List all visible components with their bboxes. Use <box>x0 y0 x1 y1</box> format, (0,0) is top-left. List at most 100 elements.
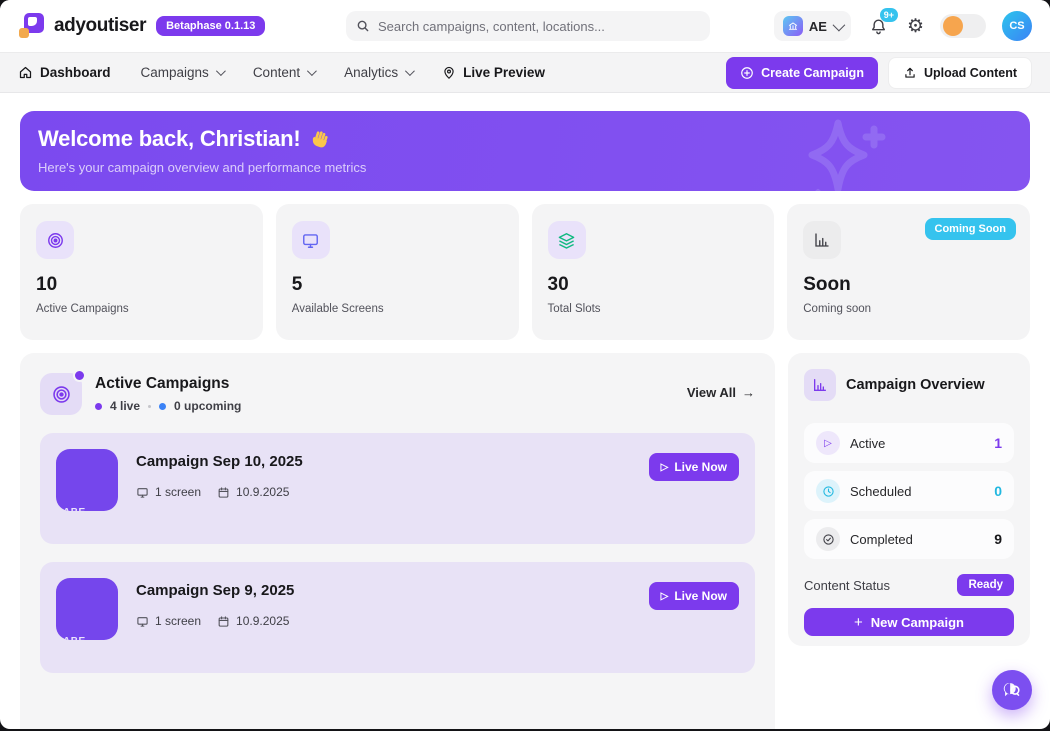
version-badge: Betaphase 0.1.13 <box>156 16 266 36</box>
brand-name: adyoutiser <box>54 15 147 36</box>
topbar-actions: AE 9+ ⚙ CS <box>773 8 1032 41</box>
target-icon <box>40 369 86 415</box>
overview-row-active[interactable]: ▷ Active 1 <box>804 423 1014 463</box>
upload-content-button[interactable]: Upload Content <box>887 56 1032 89</box>
stat-card-active-campaigns[interactable]: 10 Active Campaigns <box>20 204 263 340</box>
nav-campaigns-label: Campaigns <box>140 65 209 80</box>
new-campaign-label: New Campaign <box>870 614 964 630</box>
calendar-icon <box>218 486 229 498</box>
settings-gear-icon[interactable]: ⚙ <box>906 15 924 37</box>
stat-card-coming-soon[interactable]: Soon Coming soon Coming Soon <box>787 204 1030 340</box>
content-status-label: Content Status <box>804 577 890 593</box>
bell-icon <box>872 18 886 34</box>
chevron-down-icon <box>405 66 416 77</box>
layers-icon <box>547 221 586 259</box>
target-icon <box>36 221 74 259</box>
welcome-title: Welcome back, Christian! <box>38 126 301 151</box>
row-label: Scheduled <box>850 483 912 499</box>
campaign-title: Campaign Sep 9, 2025 <box>136 582 295 599</box>
campaign-overview-panel: Campaign Overview ▷ Active 1 Scheduled 0 <box>788 353 1030 646</box>
chevron-down-icon <box>832 18 846 31</box>
plus-icon: + <box>854 613 863 631</box>
locale-flag-icon <box>782 16 803 36</box>
row-value: 9 <box>994 531 1002 547</box>
stats-row: 10 Active Campaigns 5 Available Screens … <box>20 204 1030 340</box>
nav-bar: Dashboard Campaigns Content Analytics Li… <box>0 52 1050 93</box>
nav-live-preview[interactable]: Live Preview <box>442 65 545 80</box>
nav-content-label: Content <box>252 65 301 80</box>
row-label: Active <box>850 435 886 451</box>
stat-card-available-screens[interactable]: 5 Available Screens <box>275 204 519 340</box>
nav-dashboard[interactable]: Dashboard <box>18 65 111 80</box>
home-icon <box>19 66 32 79</box>
chevron-down-icon <box>215 66 226 77</box>
chat-support-button[interactable] <box>992 670 1032 710</box>
bar-chart-icon <box>803 221 842 259</box>
notification-count-badge: 9+ <box>879 8 898 22</box>
monitor-icon <box>291 221 330 259</box>
nav-analytics[interactable]: Analytics <box>344 65 416 80</box>
clock-icon <box>816 479 840 503</box>
location-pin-icon <box>444 66 454 79</box>
waving-hand-icon <box>312 130 328 147</box>
stat-label: Active Campaigns <box>36 303 129 315</box>
stat-card-total-slots[interactable]: 30 Total Slots <box>531 204 775 340</box>
overview-row-scheduled[interactable]: Scheduled 0 <box>804 471 1014 511</box>
search-bar[interactable] <box>346 11 710 41</box>
thumbnail-label: ABE <box>63 636 86 640</box>
stat-label: Total Slots <box>547 303 601 315</box>
active-campaigns-panel: Active Campaigns 4 live 0 upcoming View <box>20 353 775 729</box>
nav-content[interactable]: Content <box>252 65 317 80</box>
nav-live-preview-label: Live Preview <box>463 65 545 80</box>
theme-toggle[interactable] <box>940 14 986 38</box>
stat-label: Coming soon <box>803 303 872 315</box>
notifications-button[interactable]: 9+ <box>867 8 898 38</box>
chevron-down-icon <box>307 66 317 77</box>
row-value: 0 <box>994 483 1002 499</box>
live-dot-icon <box>95 402 102 410</box>
thumbnail-label: ABE <box>63 507 86 511</box>
nav-campaigns[interactable]: Campaigns <box>140 65 226 80</box>
live-now-button[interactable]: ▷ Live Now <box>648 453 739 481</box>
screen-icon <box>137 616 148 627</box>
live-indicator-badge <box>73 369 86 382</box>
play-icon: ▷ <box>660 461 669 473</box>
create-campaign-label: Create Campaign <box>761 65 864 80</box>
live-now-label: Live Now <box>674 589 727 603</box>
stat-value: Soon <box>803 274 851 295</box>
live-now-button[interactable]: ▷ Live Now <box>648 582 739 610</box>
nav-dashboard-label: Dashboard <box>40 65 111 80</box>
welcome-subtitle: Here's your campaign overview and perfor… <box>38 160 367 175</box>
play-icon: ▷ <box>660 590 669 602</box>
user-avatar[interactable]: CS <box>1002 11 1032 41</box>
calendar-icon <box>218 615 229 627</box>
campaign-date: 10.9.2025 <box>236 485 290 499</box>
campaign-screens: 1 screen <box>155 485 202 499</box>
nav-actions: Create Campaign Upload Content <box>726 56 1032 89</box>
locale-selector[interactable]: AE <box>773 11 851 41</box>
stat-label: Available Screens <box>291 303 384 315</box>
campaign-screens: 1 screen <box>155 614 202 628</box>
overview-title: Campaign Overview <box>846 377 985 393</box>
section-title: Active Campaigns <box>95 375 230 392</box>
campaign-card[interactable]: ABE Campaign Sep 10, 2025 1 screen 10.9.… <box>40 433 755 544</box>
arrow-right-icon: → <box>742 385 755 400</box>
upcoming-dot-icon <box>159 402 167 410</box>
ready-badge: Ready <box>957 574 1014 596</box>
chat-bubbles-icon <box>1003 683 1020 697</box>
create-campaign-button[interactable]: Create Campaign <box>726 56 878 89</box>
check-circle-icon <box>816 527 840 551</box>
upload-icon <box>905 67 915 78</box>
overview-row-completed[interactable]: Completed 9 <box>804 519 1014 559</box>
stat-value: 10 <box>36 274 58 295</box>
live-now-label: Live Now <box>674 460 727 474</box>
view-all-link[interactable]: View All → <box>687 385 755 400</box>
app-logo-icon <box>18 13 44 39</box>
coming-soon-badge: Coming Soon <box>924 218 1016 240</box>
new-campaign-button[interactable]: + New Campaign <box>804 608 1014 636</box>
nav-analytics-label: Analytics <box>344 65 399 80</box>
campaign-card[interactable]: ABE Campaign Sep 9, 2025 1 screen 10.9.2… <box>40 562 755 673</box>
campaign-thumbnail: ABE <box>56 449 118 511</box>
search-input[interactable] <box>378 18 700 34</box>
